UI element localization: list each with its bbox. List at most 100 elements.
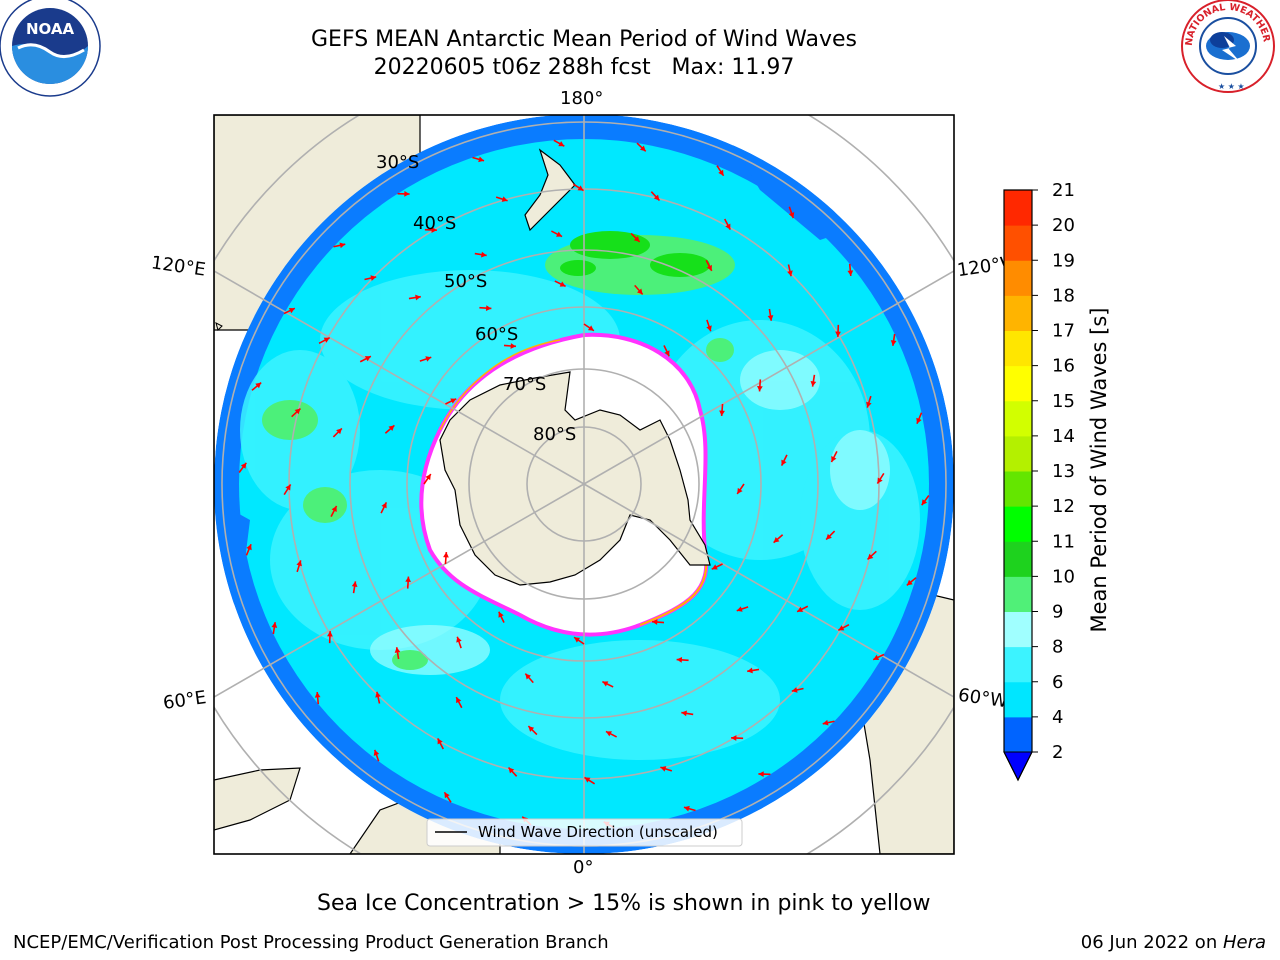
- wave-arrow-head: [737, 487, 743, 494]
- wave-arrow-head: [255, 382, 262, 389]
- wave-arrow-head: [431, 227, 437, 233]
- noaa-logo-icon: NOAA: [0, 0, 101, 97]
- wave-arrow-head: [498, 611, 504, 618]
- wave-arrow-head: [364, 356, 371, 362]
- colorbar-tick-label: 15: [1052, 391, 1075, 412]
- wave-arrow-head: [294, 408, 301, 415]
- wave-arrow-head: [587, 325, 594, 331]
- colorbar-segment: [1004, 541, 1032, 577]
- chart-subtitle: 20220605 t06z 288h fcst Max: 11.97: [373, 55, 795, 80]
- wave-arrow-head: [456, 697, 462, 704]
- colorbar-extend-arrow: [1003, 751, 1033, 782]
- wave-arrow-head: [633, 236, 640, 242]
- wave-arrow-head: [664, 350, 670, 357]
- wave-arrow-head: [528, 726, 535, 732]
- colorbar-segment: [1004, 400, 1032, 437]
- colorbar-segment: [1004, 435, 1032, 472]
- wave-arrow-head: [826, 533, 832, 540]
- arrow-legend: Wind Wave Direction (unscaled): [426, 818, 743, 847]
- wave-arrow-head: [501, 196, 508, 202]
- wave-arrow-head: [443, 552, 449, 558]
- wave-arrow-head: [415, 294, 421, 301]
- lat-label-50s: 50°S: [444, 271, 487, 292]
- wave-arrow-head: [747, 667, 753, 674]
- wave-arrow-head: [373, 749, 380, 756]
- wave-arrow-head: [425, 356, 432, 362]
- colorbar-segment: [1004, 646, 1032, 683]
- wave-arrow-head: [719, 410, 725, 416]
- wave-arrow-head: [906, 579, 913, 586]
- colorbar-tick-label: 6: [1052, 672, 1063, 693]
- wave-arrow-head: [508, 767, 515, 774]
- wave-arrow-head: [327, 631, 333, 637]
- wave-arrow-head: [652, 619, 658, 625]
- legend-label: Wind Wave Direction (unscaled): [478, 823, 718, 841]
- wave-arrow-head: [288, 308, 295, 314]
- wave-arrow-head: [706, 325, 712, 332]
- colorbar-segment: [1004, 681, 1032, 718]
- colorbar-segment: [1004, 471, 1032, 507]
- colorbar-tick-label: 2: [1052, 742, 1063, 763]
- lat-label-70s: 70°S: [503, 374, 546, 395]
- wave-arrow-head: [425, 474, 431, 481]
- lat-label-40s: 40°S: [413, 213, 456, 234]
- wave-arrow-head: [510, 343, 516, 349]
- sea-ice-caption: Sea Ice Concentration > 15% is shown in …: [317, 891, 931, 916]
- wave-arrow-head: [873, 654, 880, 660]
- wave-arrow-head: [478, 156, 485, 163]
- wave-arrow-head: [787, 270, 793, 277]
- colorbar-tick-label: 19: [1052, 250, 1075, 271]
- colorbar-tick-label: 17: [1052, 321, 1075, 342]
- wave-arrow-head: [444, 792, 450, 799]
- footer-left: NCEP/EMC/Verification Post Processing Pr…: [13, 932, 609, 953]
- colorbar-tick-label: 13: [1052, 461, 1075, 482]
- wave-arrow-head: [921, 499, 928, 506]
- wave-arrow-head: [736, 606, 743, 612]
- wave-arrow-head: [681, 710, 687, 717]
- wave-arrow-head: [351, 581, 358, 587]
- svg-text:★ ★ ★: ★ ★ ★: [1218, 82, 1245, 91]
- colorbar-segment: [1004, 365, 1032, 402]
- wave-arrow-head: [758, 771, 764, 777]
- wave-arrow-head: [296, 560, 302, 567]
- colorbar-tick-label: 18: [1052, 285, 1075, 306]
- colorbar-tick-label: 10: [1052, 566, 1075, 587]
- colorbar-tick-label: 12: [1052, 496, 1075, 517]
- wave-arrow-head: [336, 428, 342, 435]
- colorbar-tick-label: 16: [1052, 356, 1075, 377]
- wave-arrow-head: [331, 505, 337, 512]
- wave-arrow-head: [838, 625, 845, 631]
- new-zealand: [524, 148, 576, 232]
- wave-arrow-head: [757, 385, 763, 392]
- wave-arrow-head: [725, 223, 731, 230]
- wave-arrow-head: [370, 275, 377, 281]
- wave-arrow-head: [890, 340, 897, 346]
- wave-arrow-head: [437, 738, 443, 745]
- wave-arrow-head: [246, 544, 252, 551]
- wave-arrow-head: [781, 459, 787, 466]
- wave-arrow-head: [866, 401, 872, 408]
- footer-right: 06 Jun 2022 on Hera: [1081, 932, 1266, 953]
- lat-label-30s: 30°S: [376, 152, 419, 173]
- wave-arrow-head: [788, 212, 795, 219]
- wave-arrow-head: [577, 185, 584, 191]
- colorbar-tick-label: 11: [1052, 531, 1075, 552]
- colorbar-segment: [1004, 716, 1032, 753]
- wave-arrow-head: [556, 231, 563, 237]
- wave-arrow-head: [602, 681, 609, 687]
- noaa-logo-text: NOAA: [26, 20, 75, 38]
- wave-arrow-head: [456, 636, 462, 643]
- wave-arrow-head: [271, 622, 278, 628]
- wave-arrow-head: [718, 169, 724, 176]
- wave-arrow-head: [831, 456, 837, 463]
- wave-arrow-head: [731, 735, 737, 741]
- wave-arrow-head: [481, 251, 487, 258]
- wave-arrow-head: [660, 766, 667, 772]
- wave-arrow-head: [584, 777, 591, 783]
- wave-arrow-head: [773, 537, 780, 543]
- wave-arrow-head: [791, 687, 798, 693]
- wave-arrow-head: [525, 673, 531, 680]
- colorbar-segment: [1004, 576, 1032, 612]
